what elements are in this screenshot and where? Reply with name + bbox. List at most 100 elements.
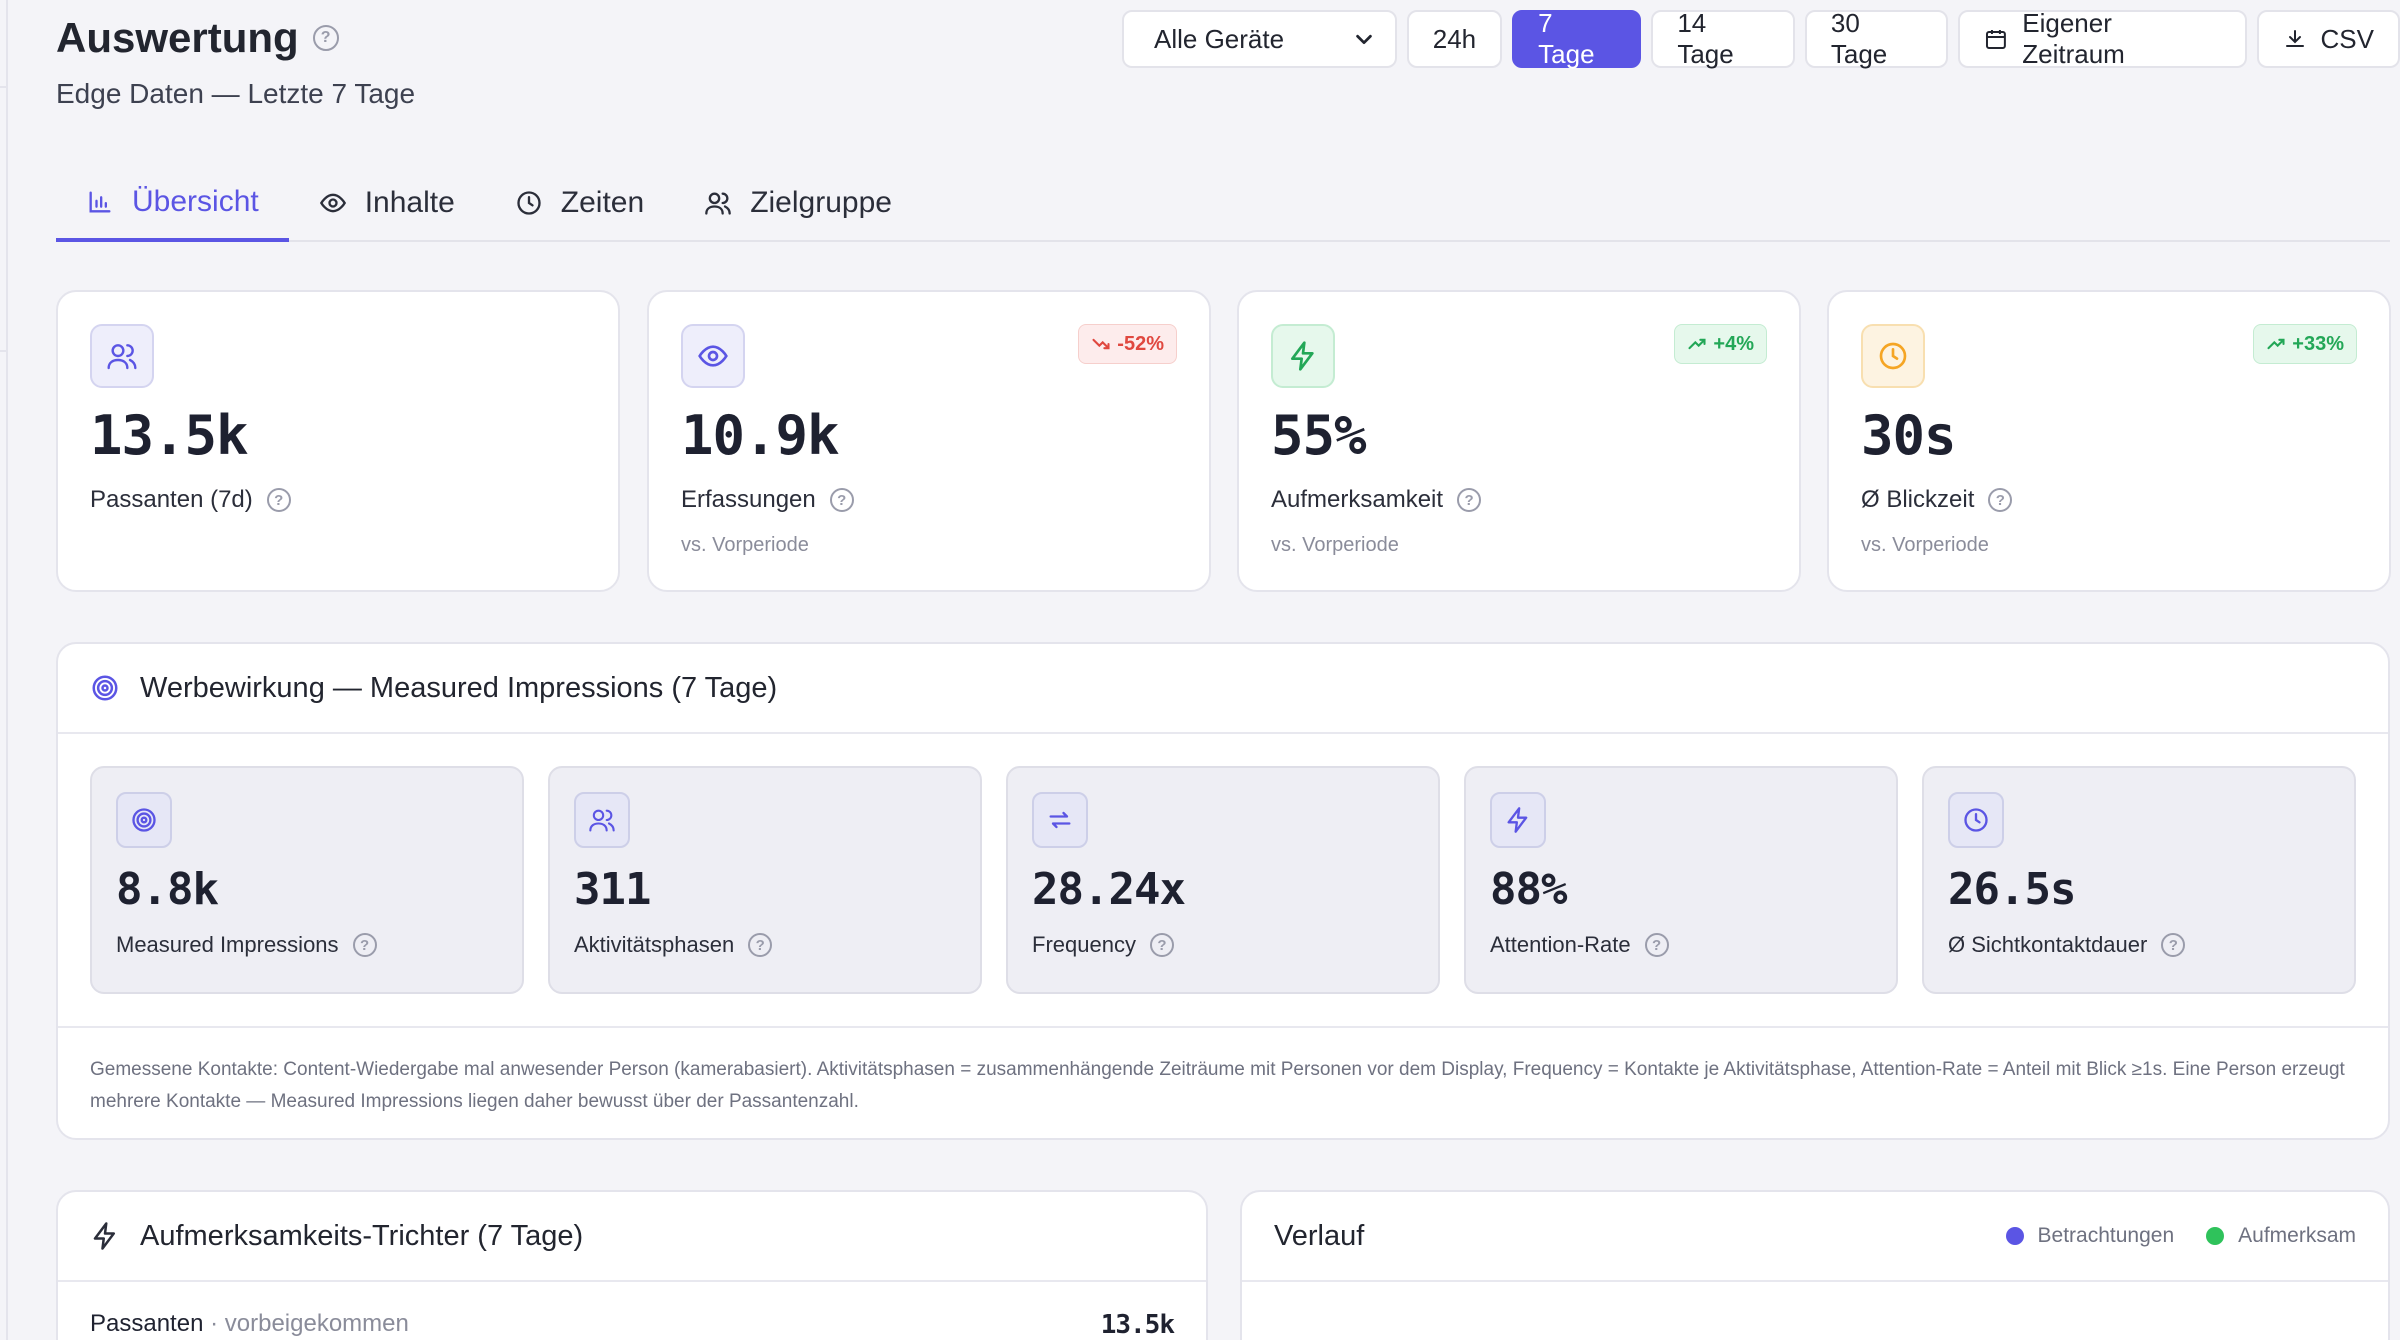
- target-icon: [92, 675, 118, 701]
- device-select-value: Alle Geräte: [1154, 23, 1285, 54]
- toolbar: Alle Geräte 24h 7 Tage 14 Tage 30 Tage E…: [1122, 8, 2400, 69]
- metric-value: 26.5s: [1948, 864, 2076, 915]
- kpi-value: 13.5k: [90, 404, 249, 467]
- chart-legend: Betrachtungen Aufmerksam: [2005, 1224, 2356, 1248]
- funnel-row-label: Passanten: [90, 1310, 204, 1337]
- metric-label: Measured Impressions: [116, 932, 339, 957]
- tab-label: Übersicht: [132, 185, 259, 218]
- metric-label-row: Frequency ?: [1032, 932, 1174, 958]
- range-button-24h[interactable]: 24h: [1406, 10, 1503, 68]
- kpi-subtext: vs. Vorperiode: [1271, 534, 1399, 556]
- kpi-value: 30s: [1861, 404, 1957, 467]
- sidebar-edge: [0, 0, 8, 1340]
- custom-range-button[interactable]: Eigener Zeitraum: [1958, 8, 2247, 69]
- help-icon[interactable]: ?: [1644, 933, 1669, 957]
- kpi-icon-box: [1271, 324, 1335, 388]
- kpi-label-row: Erfassungen ?: [681, 486, 854, 514]
- lightning-icon: [1507, 807, 1528, 833]
- trend-badge-label: -52%: [1117, 332, 1164, 355]
- metric-icon-box: [1490, 792, 1546, 848]
- page-title-row: Auswertung ?: [56, 10, 415, 66]
- trend-badge-label: +33%: [2292, 332, 2344, 355]
- metric-value: 28.24x: [1032, 864, 1186, 915]
- csv-export-button[interactable]: CSV: [2256, 10, 2400, 68]
- tab-zeiten[interactable]: Zeiten: [485, 166, 674, 240]
- metric-value: 311: [574, 864, 651, 915]
- csv-export-label: CSV: [2320, 23, 2374, 54]
- help-icon[interactable]: ?: [312, 25, 339, 51]
- werbewirkung-title: Werbewirkung — Measured Impressions (7 T…: [140, 671, 778, 704]
- metric-label: Attention-Rate: [1490, 932, 1631, 957]
- help-icon[interactable]: ?: [266, 488, 291, 512]
- kpi-icon-box: [681, 324, 745, 388]
- device-select[interactable]: Alle Geräte: [1122, 10, 1397, 68]
- tab-label: Zeiten: [560, 186, 645, 219]
- kpi-label-row: Ø Blickzeit ?: [1861, 486, 2013, 514]
- help-icon[interactable]: ?: [748, 933, 773, 957]
- metric-attention-rate: 88% Attention-Rate ?: [1464, 766, 1898, 994]
- range-label: 7 Tage: [1538, 8, 1595, 69]
- trend-badge-up: +4%: [1674, 324, 1767, 364]
- legend-label: Aufmerksam: [2238, 1224, 2356, 1247]
- metric-sichtkontaktdauer: 26.5s Ø Sichtkontaktdauer ?: [1922, 766, 2356, 994]
- verlauf-header: Verlauf Betrachtungen Aufmerksam: [1242, 1192, 2388, 1282]
- clock-icon: [517, 191, 541, 215]
- metric-label: Aktivitätsphasen: [574, 932, 735, 957]
- tab-zielgruppe[interactable]: Zielgruppe: [674, 166, 922, 240]
- clock-icon: [1964, 808, 1988, 832]
- funnel-header: Aufmerksamkeits-Trichter (7 Tage): [58, 1192, 1206, 1282]
- help-icon[interactable]: ?: [2161, 933, 2186, 957]
- range-button-14d[interactable]: 14 Tage: [1651, 8, 1795, 69]
- range-label: 30 Tage: [1830, 8, 1888, 69]
- trend-badge-up: +33%: [2253, 324, 2357, 364]
- werbewirkung-note: Gemessene Kontakte: Content-Wiedergabe m…: [58, 1026, 2388, 1140]
- help-icon[interactable]: ?: [352, 933, 377, 957]
- legend-item-aufmerksam[interactable]: Aufmerksam: [2206, 1224, 2356, 1248]
- kpi-label: Ø Blickzeit: [1861, 486, 1975, 513]
- metric-label: Ø Sichtkontaktdauer: [1948, 932, 2148, 957]
- funnel-row-desc: · vorbeigekommen: [210, 1310, 409, 1337]
- kpi-icon-box: [90, 324, 154, 388]
- bar-chart-icon: [89, 191, 111, 213]
- metric-label-row: Ø Sichtkontaktdauer ?: [1948, 932, 2186, 958]
- funnel-row: Passanten · vorbeigekommen 13.5k: [90, 1310, 1175, 1340]
- trend-down-icon: [1092, 338, 1110, 350]
- sidebar-edge-tick: [0, 86, 8, 88]
- range-label: 14 Tage: [1677, 8, 1734, 69]
- range-label: 24h: [1432, 23, 1477, 54]
- tab-bar: Übersicht Inhalte Zeiten Zielgruppe: [56, 166, 2390, 242]
- help-icon[interactable]: ?: [1149, 933, 1174, 957]
- werbewirkung-header: Werbewirkung — Measured Impressions (7 T…: [58, 644, 2388, 734]
- range-button-30d[interactable]: 30 Tage: [1804, 8, 1949, 69]
- metric-value: 88%: [1490, 864, 1567, 915]
- help-icon[interactable]: ?: [1988, 488, 2013, 512]
- trend-up-icon: [1688, 338, 1706, 350]
- tab-uebersicht[interactable]: Übersicht: [56, 166, 289, 242]
- legend-item-betrachtungen[interactable]: Betrachtungen: [2005, 1224, 2174, 1248]
- repeat-icon: [1049, 811, 1071, 829]
- download-icon: [2285, 30, 2304, 47]
- kpi-card-passanten: 13.5k Passanten (7d) ?: [56, 290, 620, 592]
- lightning-icon: [1291, 341, 1314, 371]
- users-icon: [107, 344, 137, 370]
- kpi-card-blickzeit: +33% 30s Ø Blickzeit ? vs. Vorperiode: [1827, 290, 2391, 592]
- metric-label-row: Aktivitätsphasen ?: [574, 932, 773, 958]
- help-icon[interactable]: ?: [829, 488, 854, 512]
- lightning-icon: [93, 1222, 115, 1250]
- sidebar-edge-tick: [0, 350, 8, 352]
- range-button-7d[interactable]: 7 Tage: [1512, 8, 1642, 69]
- funnel-title: Aufmerksamkeits-Trichter (7 Tage): [140, 1219, 584, 1252]
- tab-label: Zielgruppe: [750, 186, 892, 219]
- metric-label-row: Measured Impressions ?: [116, 932, 377, 958]
- help-icon[interactable]: ?: [1457, 488, 1482, 512]
- kpi-label: Erfassungen: [681, 486, 816, 513]
- kpi-label-row: Passanten (7d) ?: [90, 486, 291, 514]
- tab-inhalte[interactable]: Inhalte: [289, 166, 485, 240]
- verlauf-card: Verlauf Betrachtungen Aufmerksam: [1240, 1190, 2390, 1340]
- trend-badge-label: +4%: [1713, 332, 1754, 355]
- metric-measured-impressions: 8.8k Measured Impressions ?: [90, 766, 524, 994]
- metric-icon-box: [116, 792, 172, 848]
- metric-value: 8.8k: [116, 864, 219, 915]
- kpi-icon-box: [1861, 324, 1925, 388]
- kpi-value: 55%: [1271, 404, 1367, 467]
